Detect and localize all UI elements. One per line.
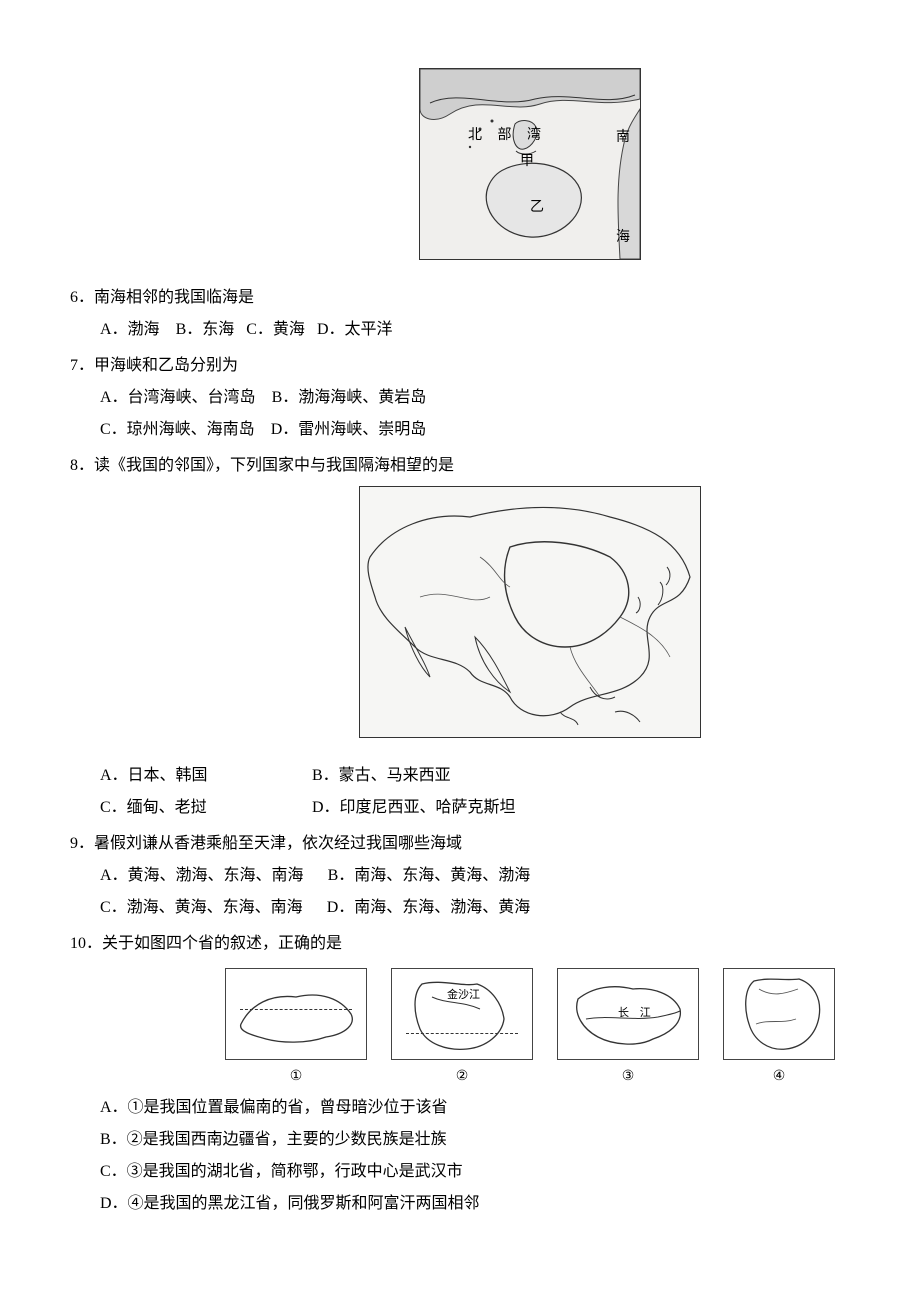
map-asia	[359, 486, 701, 738]
q7-options: A．台湾海峡、台湾岛 B．渤海海峡、黄岩岛 C．琼州海峡、海南岛 D．雷州海峡、…	[100, 386, 920, 442]
map-beibuwan: 北 部 湾 甲 乙 南 海	[419, 68, 641, 260]
province-1-label: ①	[290, 1066, 303, 1087]
q9-options: A．黄海、渤海、东海、南海 B．南海、东海、黄海、渤海 C．渤海、黄海、东海、南…	[100, 864, 920, 920]
province-4-svg	[724, 969, 834, 1059]
q7-opt-c: C．琼州海峡、海南岛	[100, 418, 255, 442]
province-4-box	[723, 968, 835, 1060]
q9-stem: 9．暑假刘谦从香港乘船至天津，依次经过我国哪些海域	[70, 832, 920, 856]
q10-options: A．①是我国位置最偏南的省，曾母暗沙位于该省 B．②是我国西南边疆省，主要的少数…	[100, 1096, 920, 1216]
q8-opt-d: D．印度尼西亚、哈萨克斯坦	[312, 796, 516, 820]
figure-q10-row: ① 金沙江 ② 长 江 ③ ④	[70, 968, 920, 1088]
q10-opt-b: B．②是我国西南边疆省，主要的少数民族是壮族	[100, 1128, 447, 1152]
label-jia: 甲	[520, 151, 534, 172]
q10-opt-c: C．③是我国的湖北省，简称鄂，行政中心是武汉市	[100, 1160, 463, 1184]
q6-opt-b: B．东海	[176, 318, 235, 342]
q8-opt-c: C．缅甸、老挝	[100, 796, 300, 820]
q10-opt-a: A．①是我国位置最偏南的省，曾母暗沙位于该省	[100, 1096, 448, 1120]
q10-opt-d: D．④是我国的黑龙江省，同俄罗斯和阿富汗两国相邻	[100, 1192, 480, 1216]
q6-opt-c: C．黄海	[246, 318, 305, 342]
q6-opt-d: D．太平洋	[317, 318, 393, 342]
province-1-box	[225, 968, 367, 1060]
province-3: 长 江 ③	[557, 968, 699, 1088]
province-4-label: ④	[773, 1066, 786, 1087]
map-svg-2	[360, 487, 700, 737]
q9-opt-d: D．南海、东海、渤海、黄海	[327, 896, 531, 920]
q10-stem: 10．关于如图四个省的叙述，正确的是	[70, 932, 920, 956]
label-changjiang: 长 江	[618, 1005, 655, 1022]
q9-opt-c: C．渤海、黄海、东海、南海	[100, 896, 303, 920]
province-1: ①	[225, 968, 367, 1088]
q8-stem: 8．读《我国的邻国》，下列国家中与我国隔海相望的是	[70, 454, 920, 478]
province-2-svg	[392, 969, 532, 1059]
label-nan: 南	[616, 127, 630, 148]
province-2-label: ②	[456, 1066, 469, 1087]
province-1-svg	[226, 969, 366, 1059]
q8-options: A．日本、韩国 B．蒙古、马来西亚 C．缅甸、老挝 D．印度尼西亚、哈萨克斯坦	[100, 764, 920, 820]
figure-q8	[70, 486, 920, 746]
province-3-label: ③	[622, 1066, 635, 1087]
label-hai: 海	[616, 227, 630, 248]
label-jinsha: 金沙江	[447, 987, 480, 1004]
q7-opt-b: B．渤海海峡、黄岩岛	[272, 386, 427, 410]
q8-opt-a: A．日本、韩国	[100, 764, 300, 788]
q8-opt-b: B．蒙古、马来西亚	[312, 764, 451, 788]
province-2-box: 金沙江	[391, 968, 533, 1060]
q9-opt-a: A．黄海、渤海、东海、南海	[100, 864, 304, 888]
q6-stem: 6．南海相邻的我国临海是	[70, 286, 920, 310]
tropic-line-1	[240, 1009, 352, 1010]
q6-opt-a: A．渤海	[100, 318, 160, 342]
tropic-line-2	[406, 1033, 518, 1034]
province-3-box: 长 江	[557, 968, 699, 1060]
q7-opt-a: A．台湾海峡、台湾岛	[100, 386, 256, 410]
q6-options: A．渤海 B．东海 C．黄海 D．太平洋	[100, 318, 920, 342]
province-4: ④	[723, 968, 835, 1088]
figure-q6-q7: 北 部 湾 甲 乙 南 海	[70, 68, 920, 268]
q9-opt-b: B．南海、东海、黄海、渤海	[328, 864, 531, 888]
q7-stem: 7．甲海峡和乙岛分别为	[70, 354, 920, 378]
label-beibuwan: 北 部 湾	[468, 125, 547, 146]
q7-opt-d: D．雷州海峡、崇明岛	[271, 418, 427, 442]
province-2: 金沙江 ②	[391, 968, 533, 1088]
label-yi: 乙	[530, 197, 544, 218]
